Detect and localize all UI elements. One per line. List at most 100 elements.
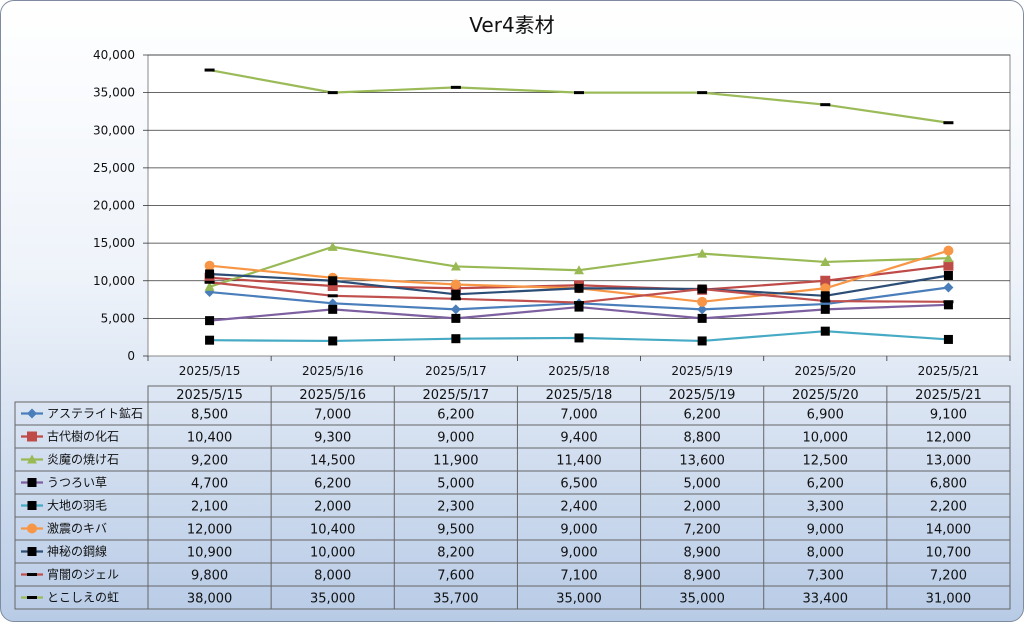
table-cell: 13,600 — [679, 454, 725, 469]
data-point — [820, 283, 831, 294]
table-cell: 12,000 — [187, 523, 233, 538]
legend-key-marker — [27, 431, 37, 442]
data-point — [450, 297, 461, 301]
table-cell: 8,500 — [191, 408, 228, 423]
table-cell: 8,000 — [807, 546, 844, 561]
table-cell: 9,200 — [191, 454, 228, 469]
table-cell: 6,200 — [314, 477, 351, 492]
data-point — [574, 302, 584, 312]
table-cell: 13,000 — [926, 454, 972, 469]
table-row-label: アステライト鉱石 — [47, 406, 143, 421]
table-cell: 6,900 — [807, 408, 844, 423]
data-point — [697, 296, 708, 307]
data-point — [450, 85, 461, 89]
table-cell: 2,000 — [684, 500, 721, 515]
legend-key-marker — [27, 547, 37, 556]
table-cell: 7,000 — [560, 408, 597, 423]
table-cell: 6,200 — [684, 408, 721, 423]
x-tick-label: 2025/5/20 — [795, 364, 857, 378]
legend-key-marker — [27, 478, 37, 487]
data-point — [697, 313, 707, 323]
table-cell: 35,000 — [310, 592, 356, 607]
data-point — [574, 301, 584, 305]
y-tick-label: 20,000 — [93, 199, 135, 213]
table-cell: 10,000 — [803, 431, 849, 446]
data-point — [327, 91, 338, 95]
table-cell: 6,200 — [807, 477, 844, 492]
data-point — [820, 291, 830, 301]
y-tick-label: 15,000 — [93, 236, 135, 250]
table-row-label: うつろい草 — [47, 476, 107, 490]
data-point — [820, 275, 831, 286]
x-tick-label: 2025/5/21 — [918, 364, 980, 378]
data-point — [205, 269, 215, 279]
data-point — [697, 304, 708, 315]
legend-key-marker — [27, 596, 37, 599]
data-point — [205, 316, 215, 326]
y-tick-label: 30,000 — [93, 123, 135, 137]
table-cell: 9,000 — [560, 546, 597, 561]
data-point — [204, 280, 215, 284]
gridlines — [148, 54, 1010, 319]
data-point — [328, 276, 338, 286]
table-cell: 35,700 — [433, 592, 479, 607]
chart-title: Ver4素材 — [469, 13, 554, 37]
data-point — [943, 300, 953, 310]
table-cell: 11,900 — [433, 454, 479, 469]
table-body-border — [14, 401, 1011, 610]
table-cell: 8,200 — [437, 546, 474, 561]
data-point — [820, 256, 831, 266]
y-tick-label: 5,000 — [101, 311, 135, 325]
table-cell: 10,900 — [187, 546, 233, 561]
table-cell: 8,900 — [684, 569, 721, 584]
table-cell: 31,000 — [926, 592, 972, 607]
data-point — [451, 313, 461, 323]
data-point — [943, 253, 954, 263]
table-cell: 7,300 — [807, 569, 844, 584]
table-cell: 7,200 — [930, 569, 967, 584]
data-point — [450, 304, 461, 315]
table-cell: 5,000 — [437, 477, 474, 492]
table-cell: 3,300 — [807, 500, 844, 515]
legend-key-marker — [27, 501, 37, 510]
table-row-label: 炎魔の焼け石 — [47, 452, 119, 467]
table-cell: 8,800 — [684, 431, 721, 446]
x-axis: 2025/5/15 2025/5/16 2025/5/17 2025/5/18 2025… — [147, 356, 1011, 378]
table-row-label: 激震のキバ — [47, 522, 107, 536]
table-cell: 7,000 — [314, 408, 351, 423]
y-tick-label: 0 — [127, 349, 135, 363]
table-cell: 9,300 — [314, 431, 351, 446]
table-cell: 2,100 — [191, 500, 228, 515]
table-cell: 8,900 — [684, 546, 721, 561]
y-tick-label: 10,000 — [93, 274, 135, 288]
data-point — [820, 299, 831, 303]
x-tick-label: 2025/5/18 — [548, 364, 610, 378]
data-point — [328, 304, 338, 314]
x-tick-label: 2025/5/16 — [302, 364, 364, 378]
table-cell: 14,500 — [310, 454, 356, 469]
table-cell: 35,000 — [679, 592, 725, 607]
y-tick-label: 40,000 — [93, 48, 135, 62]
table-row-label: 宵闇のジェル — [47, 567, 119, 582]
table-cell: 2,200 — [930, 500, 967, 515]
table-cell: 6,800 — [930, 477, 967, 492]
data-point — [328, 336, 338, 346]
data-point — [327, 281, 338, 292]
table-cell: 14,000 — [926, 523, 972, 538]
table-header-cell: 2025/5/18 — [546, 388, 613, 403]
table-cell: 9,000 — [560, 523, 597, 538]
data-point — [327, 241, 338, 251]
table-cell: 11,400 — [556, 454, 602, 469]
table-cell: 12,500 — [803, 454, 849, 469]
table-cell: 2,300 — [437, 500, 474, 515]
series-lines — [204, 68, 954, 346]
table-cell: 6,500 — [560, 477, 597, 492]
legend-key-marker — [27, 573, 37, 576]
table-header-cell: 2025/5/17 — [423, 388, 490, 403]
data-point — [451, 289, 461, 299]
table-cell: 35,000 — [556, 592, 602, 607]
data-point — [697, 91, 708, 95]
data-point — [574, 333, 584, 343]
y-axis: 0 5,000 10,000 15,000 20,000 25,000 30,000 35,0… — [93, 48, 148, 363]
